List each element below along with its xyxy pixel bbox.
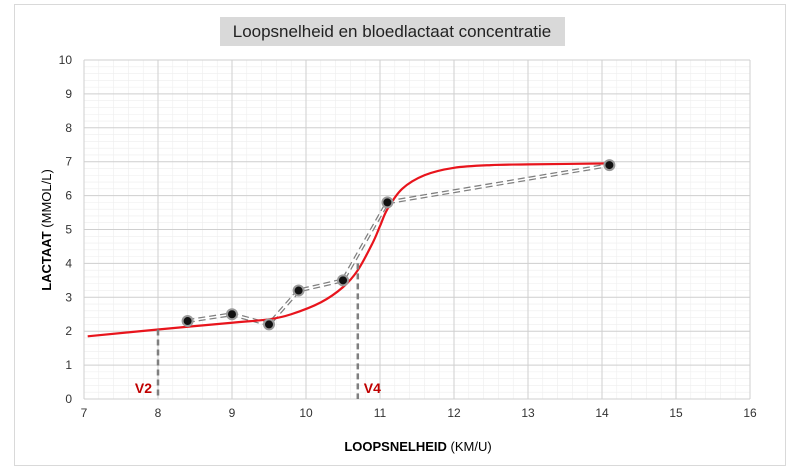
marker-label-v4: V4 bbox=[364, 380, 381, 396]
fitted-curve-line bbox=[87, 162, 610, 338]
marker-label-v2: V2 bbox=[135, 380, 152, 396]
x-tick-label: 13 bbox=[521, 406, 535, 420]
x-tick-labels: 7 8 9 10 11 12 13 14 15 16 bbox=[81, 406, 757, 420]
data-point bbox=[381, 196, 394, 209]
y-tick-label: 5 bbox=[65, 223, 72, 237]
data-point bbox=[263, 318, 275, 331]
data-point bbox=[226, 308, 238, 321]
x-tick-label: 15 bbox=[669, 406, 683, 420]
y-tick-label: 1 bbox=[65, 358, 72, 372]
fitted-curve bbox=[87, 162, 610, 338]
y-tick-label: 6 bbox=[65, 189, 72, 203]
y-axis-title: LACTAAT (MMOL/L) bbox=[39, 169, 54, 291]
y-tick-label: 4 bbox=[65, 256, 72, 270]
chart-frame bbox=[14, 4, 786, 466]
y-tick-label: 9 bbox=[65, 87, 72, 101]
data-point bbox=[292, 284, 305, 297]
y-tick-label: 3 bbox=[65, 290, 72, 304]
measured-points bbox=[181, 159, 616, 331]
y-tick-label: 0 bbox=[65, 392, 72, 406]
chart-title: Loopsnelheid en bloedlactaat concentrati… bbox=[233, 22, 552, 41]
x-tick-label: 10 bbox=[299, 406, 313, 420]
x-axis-title: LOOPSNELHEID (KM/U) bbox=[344, 439, 491, 454]
y-tick-labels: 0 1 2 3 4 5 6 7 8 9 10 bbox=[59, 53, 73, 406]
x-tick-label: 8 bbox=[155, 406, 162, 420]
x-tick-label: 14 bbox=[595, 406, 609, 420]
data-point bbox=[603, 159, 616, 172]
y-tick-label: 10 bbox=[59, 53, 73, 67]
x-tick-label: 11 bbox=[374, 406, 387, 420]
title-background bbox=[220, 17, 565, 46]
y-tick-label: 8 bbox=[65, 121, 72, 135]
data-point bbox=[337, 274, 349, 287]
major-grid bbox=[83, 59, 751, 400]
y-tick-label: 7 bbox=[65, 155, 72, 169]
data-point bbox=[181, 315, 194, 328]
x-tick-label: 7 bbox=[81, 406, 88, 420]
threshold-markers: V2 V4 bbox=[135, 263, 381, 399]
x-tick-label: 9 bbox=[229, 406, 236, 420]
x-tick-label: 12 bbox=[447, 406, 461, 420]
x-tick-label: 16 bbox=[743, 406, 757, 420]
y-tick-label: 2 bbox=[65, 324, 72, 338]
